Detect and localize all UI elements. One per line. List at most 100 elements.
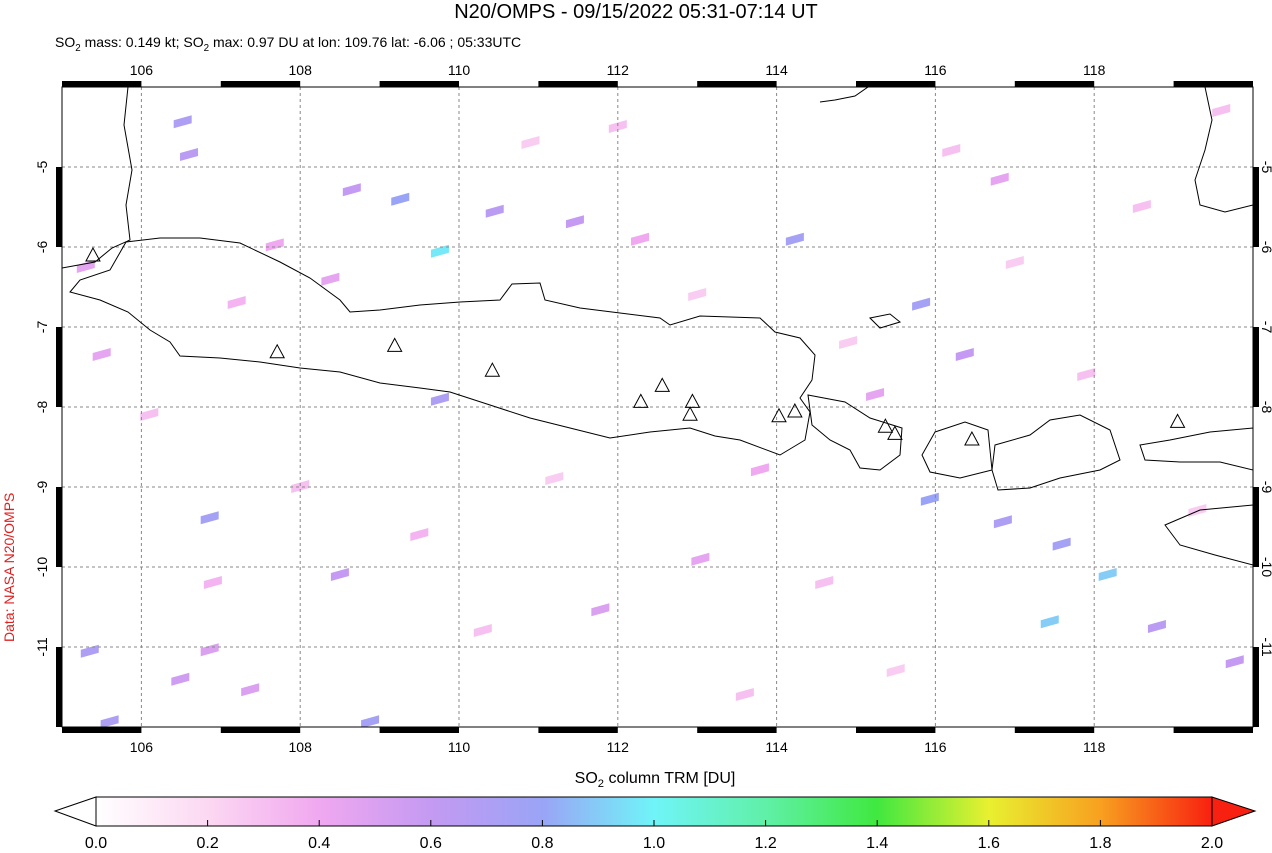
volcano-marker — [484, 362, 501, 377]
so2-pixel — [1188, 504, 1207, 517]
volcano-marker — [1169, 413, 1186, 428]
so2-pixel — [361, 715, 380, 727]
frame-bar — [379, 727, 459, 733]
so2-pixel — [180, 148, 199, 161]
coastline-sumbawa — [991, 414, 1121, 491]
frame-bar — [62, 81, 142, 87]
so2-pixel — [391, 192, 410, 206]
so2-pixel — [688, 288, 707, 301]
text-part: mass: 0.149 kt; SO — [81, 34, 204, 50]
x-tick-label-bottom: 116 — [924, 739, 947, 755]
so2-pixel — [430, 244, 449, 258]
subtitle: SO2 mass: 0.149 kt; SO2 max: 0.97 DU at … — [55, 34, 521, 54]
coastline-flores — [1139, 427, 1253, 471]
x-tick-label-top: 106 — [130, 62, 154, 78]
frame-bar — [62, 727, 142, 733]
frame-bar — [697, 81, 777, 87]
frame-bar — [1253, 167, 1259, 247]
so2-pixel — [785, 232, 804, 246]
so2-pixel — [942, 144, 961, 157]
credit: Data: NASA N20/OMPS — [1, 493, 17, 642]
frame-bar — [1014, 81, 1095, 87]
volcano-marker — [269, 343, 286, 359]
so2-pixel — [1147, 620, 1166, 633]
subscript: 2 — [204, 43, 209, 54]
frame-bar — [1173, 81, 1253, 87]
y-tick-label-left: -11 — [34, 637, 50, 656]
so2-pixel — [920, 492, 939, 506]
frame-bar — [56, 647, 62, 727]
text-part: SO — [575, 770, 598, 787]
so2-pixel — [330, 568, 349, 581]
x-tick-label-top: 108 — [289, 62, 313, 78]
volcano-marker — [771, 407, 787, 423]
colorbar-label: SO2 column TRM [DU] — [575, 770, 736, 790]
so2-pixel — [565, 215, 584, 229]
y-tick-label-left: -7 — [34, 321, 50, 334]
colorbar-tick-label: 0.2 — [196, 835, 218, 852]
x-tick-label-bottom: 110 — [448, 739, 471, 755]
frame-bar — [1173, 727, 1253, 733]
so2-pixel — [521, 136, 540, 149]
so2-pixel — [591, 603, 610, 617]
so2-pixel — [750, 463, 769, 477]
y-tick-label-right: -8 — [1259, 401, 1272, 414]
subscript: 2 — [598, 778, 604, 790]
volcano-marker — [85, 246, 101, 262]
frame-bar — [1253, 327, 1259, 407]
volcano-marker — [386, 337, 403, 352]
so2-pixel — [866, 388, 885, 401]
x-tick-label-top: 114 — [765, 62, 788, 78]
so2-pixel — [815, 576, 834, 589]
volcano-marker — [877, 418, 894, 433]
so2-pixel — [227, 296, 246, 309]
x-tick-label-top: 116 — [924, 62, 947, 78]
so2-pixel — [735, 688, 754, 701]
frame-bar — [538, 727, 618, 733]
so2-pixel — [1005, 256, 1024, 269]
so2-pixel — [140, 408, 159, 421]
text-part: max: 0.97 DU at lon: 109.76 lat: -6.06 ;… — [209, 34, 521, 50]
colorbar-tick-label: 0.4 — [308, 835, 330, 852]
so2-pixel — [171, 672, 190, 686]
volcano-marker — [654, 377, 671, 392]
coastline-borneo — [819, 87, 869, 103]
x-tick-label-bottom: 114 — [765, 739, 788, 755]
so2-pixel — [912, 297, 931, 311]
map-area — [62, 87, 1253, 727]
so2-pixel — [342, 183, 361, 197]
volcano-marker — [787, 402, 803, 418]
coastline-sumatra — [62, 87, 133, 269]
volcano-marker — [632, 393, 649, 408]
so2-pixel — [1052, 537, 1071, 551]
colorbar-tick-label: 1.2 — [754, 835, 776, 852]
coastline-kangean — [868, 313, 902, 329]
x-tick-label-bottom: 118 — [1083, 739, 1106, 755]
grid — [62, 87, 1253, 727]
so2-pixel — [410, 528, 429, 541]
so2-pixel — [265, 238, 284, 252]
coastline-bali — [807, 394, 903, 471]
colorbar-tick-label: 0.6 — [420, 835, 442, 852]
frame-bar — [856, 81, 936, 87]
so2-pixel — [430, 392, 449, 406]
x-tick-label-top: 110 — [448, 62, 471, 78]
so2-pixel — [485, 204, 504, 218]
so2-pixel — [321, 272, 340, 286]
y-tick-label-right: -9 — [1259, 481, 1272, 494]
frame-bar — [1253, 647, 1259, 727]
x-tick-label-bottom: 108 — [289, 739, 313, 755]
y-tick-label-right: -7 — [1259, 321, 1272, 334]
axes: 106 106 108 108 110 110 112 112 114 114 116 116 118 1… — [34, 62, 1272, 755]
frame-bar — [220, 81, 301, 87]
frame-bar — [220, 727, 301, 733]
frame-bar — [856, 727, 936, 733]
frame-bar — [56, 167, 62, 247]
coastline-sulawesi — [1194, 87, 1253, 213]
so2-pixel — [545, 472, 564, 485]
so2-pixel — [691, 552, 710, 566]
coastlines — [62, 87, 1253, 566]
y-tick-label-left: -10 — [34, 557, 50, 577]
y-tick-label-left: -5 — [34, 161, 50, 174]
